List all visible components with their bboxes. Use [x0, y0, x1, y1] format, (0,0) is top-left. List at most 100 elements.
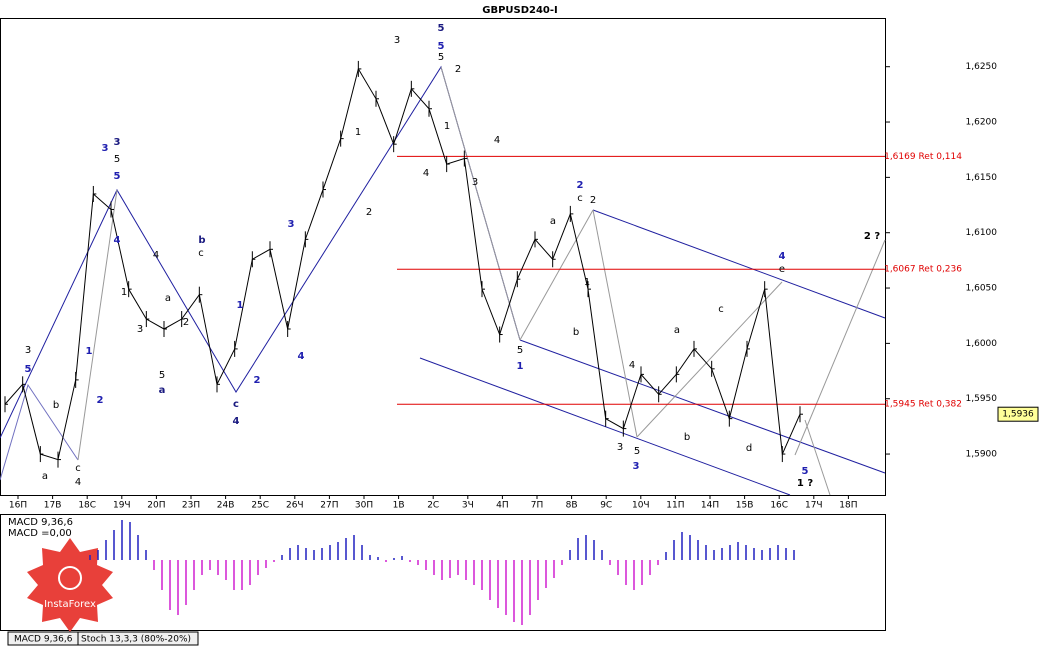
wave-label: c — [718, 304, 724, 315]
logo-badge — [27, 538, 113, 632]
x-tick-label: 17Ч — [805, 501, 823, 511]
chart-title: GBPUSD240-I — [482, 5, 558, 16]
wave-label: 5 — [438, 23, 445, 34]
wave-label: 4 — [494, 135, 500, 146]
x-tick-label: 10Ч — [632, 501, 650, 511]
wave-label: a — [165, 293, 171, 304]
current-price-box — [997, 406, 1039, 422]
wave-label: 5 — [438, 41, 445, 52]
level-label: 1,6067 Ret 0,236 — [884, 265, 962, 275]
wave-label: 2 — [577, 180, 584, 191]
x-tick-label: 4П — [496, 501, 509, 511]
tab[interactable] — [77, 631, 199, 646]
wave-label: d — [746, 443, 752, 454]
wave-label: 2 ? — [864, 231, 880, 242]
wave-label: 2 — [590, 195, 596, 206]
wave-label: c — [577, 193, 583, 204]
wave-label: 4 — [423, 168, 429, 179]
wave-label: 3 — [25, 345, 31, 356]
wave-label: 5 — [634, 446, 640, 457]
y-tick-label: 1,6050 — [966, 284, 998, 294]
wave-label: 1 — [517, 361, 524, 372]
x-tick-label: 18П — [839, 501, 857, 511]
wave-label: 4 — [114, 235, 121, 246]
x-tick-label: 16П — [9, 501, 27, 511]
tab-label: Stoch 13,3,3 (80%-20%) — [81, 635, 191, 645]
wave-label: b — [684, 432, 690, 443]
wave-label: 2 — [455, 64, 461, 75]
x-tick-label: 24В — [217, 501, 235, 511]
x-tick-label: 25С — [251, 501, 269, 511]
wave-label: e — [779, 264, 785, 275]
current-price-label: 1,5936 — [1002, 410, 1034, 420]
wave-label: 4 — [153, 250, 159, 261]
wave-label: 4 — [75, 477, 81, 488]
guide-lines — [77, 66, 886, 496]
y-tick-label: 1,6200 — [966, 118, 998, 128]
y-tick-label: 1,5900 — [966, 450, 998, 460]
x-tick-label: 2С — [427, 501, 439, 511]
wave-label: b — [573, 327, 579, 338]
wave-label: 5 — [517, 345, 523, 356]
wave-label: 3 — [617, 442, 623, 453]
wave-label: 1 — [355, 127, 361, 138]
wave-label: 1 ? — [797, 478, 813, 489]
wave-label: a — [550, 216, 556, 227]
y-tick-label: 1,6250 — [966, 62, 998, 72]
logo-icon — [58, 566, 82, 590]
wave-label: 4 — [233, 416, 240, 427]
wave-label: b — [198, 235, 205, 246]
wave-label: 5 — [159, 370, 165, 381]
tab-label: MACD 9,36,6 — [14, 635, 73, 645]
wave-label: 4 — [629, 360, 635, 371]
main-pane-frame — [0, 18, 886, 496]
wave-label: 3 — [114, 137, 121, 148]
wave-label: 3 — [394, 35, 400, 46]
x-tick-label: 15В — [736, 501, 754, 511]
y-tick-label: 1,6150 — [966, 173, 998, 183]
wave-label: 5 — [114, 154, 120, 165]
wave-label: 2 — [254, 375, 261, 386]
wave-label: 5 — [114, 171, 121, 182]
wave-label: 3 — [288, 219, 295, 230]
x-tick-label: 9С — [600, 501, 612, 511]
wave-label: 5 — [802, 466, 809, 477]
x-tick-label: 20П — [147, 501, 165, 511]
x-tick-label: 8В — [566, 501, 578, 511]
wave-label: 2 — [183, 317, 189, 328]
wave-label: b — [53, 400, 59, 411]
x-tick-label: 27П — [320, 501, 338, 511]
wave-label: 2 — [366, 207, 372, 218]
wave-label: 1 — [237, 300, 244, 311]
wave-label: 5 — [25, 364, 32, 375]
y-tick-label: 1,6100 — [966, 228, 998, 238]
wave-label: 3 — [472, 177, 478, 188]
indicator-pane-frame — [0, 514, 886, 631]
x-tick-label: 11П — [666, 501, 684, 511]
wave-label: 3 — [102, 143, 109, 154]
wave-label: a — [674, 325, 680, 336]
wave-label: 1 — [584, 277, 590, 288]
price-line — [4, 67, 801, 461]
x-tick-label: 17В — [44, 501, 62, 511]
x-tick-label: 3Ч — [462, 501, 474, 511]
level-label: 1,5945 Ret 0,382 — [884, 400, 962, 410]
indicator-value: MACD =0,00 — [8, 528, 72, 539]
x-tick-label: 26Ч — [286, 501, 304, 511]
x-tick-label: 1В — [393, 501, 405, 511]
x-tick-label: 23П — [182, 501, 200, 511]
wave-label: a — [159, 385, 166, 396]
wave-label: 3 — [137, 324, 143, 335]
wave-label: 3 — [633, 461, 640, 472]
y-tick-label: 1,6000 — [966, 339, 998, 349]
wave-label: 1 — [121, 287, 127, 298]
wave-label: 1 — [444, 121, 450, 132]
wave-label: a — [42, 471, 48, 482]
indicator-title: MACD 9,36,6 — [8, 517, 73, 528]
x-tick-label: 19Ч — [113, 501, 131, 511]
wave-label: 5 — [438, 52, 444, 63]
x-tick-label: 14П — [701, 501, 719, 511]
x-tick-label: 30П — [355, 501, 373, 511]
